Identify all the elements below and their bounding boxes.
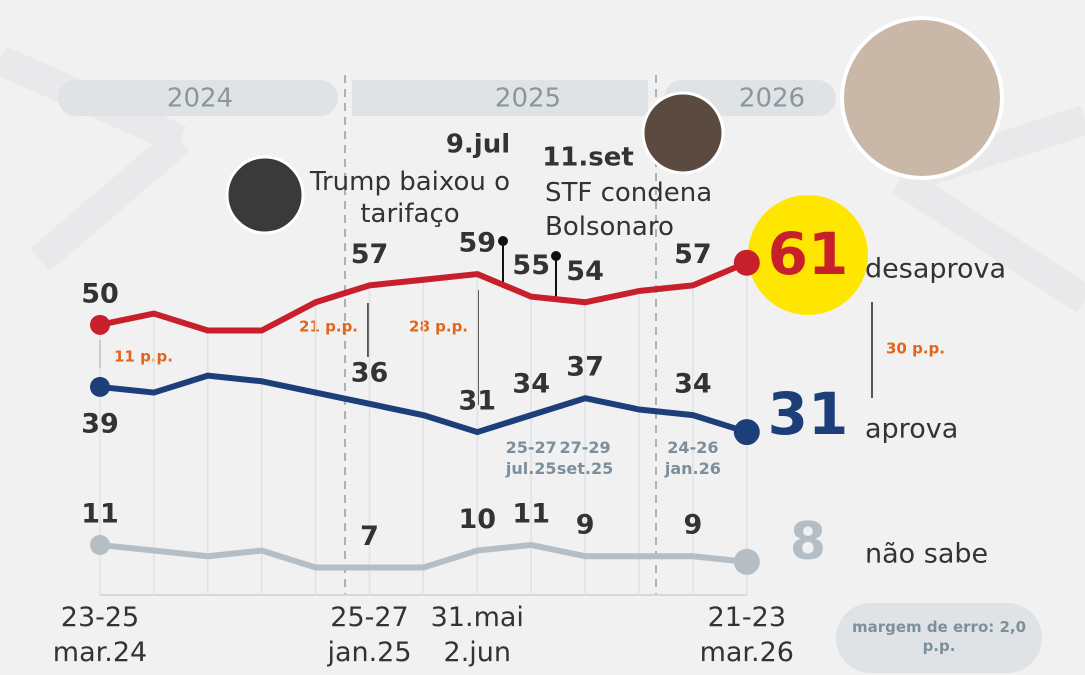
data-label: 57 [351,239,389,270]
end-label: 61 [768,220,849,288]
series-line [99,372,748,436]
data-label: 10 [459,504,497,535]
period-label: 2026 [739,84,805,114]
data-label: 36 [351,357,389,388]
data-label: 31 [459,386,497,417]
event-pin-head [551,251,561,261]
endpoint [90,376,110,397]
data-label: 57 [674,239,712,270]
date-label: 24-26 jan.26 [664,438,721,478]
period-label: 2025 [495,84,561,114]
legend-label: desaprova [865,254,1006,285]
data-label: 39 [81,408,119,439]
x-tick-label: 25-27 jan.25 [327,602,412,668]
data-label: 59 [459,228,497,259]
event-text: STF condena Bolsonaro [545,178,713,242]
x-tick-label: 23-25 mar.24 [52,602,148,668]
series-line [99,541,748,571]
endpoint [733,548,760,575]
endpoint [90,314,110,335]
endpoint [733,249,760,276]
endpoint [90,534,110,555]
note: margem de erro: 2,0 p.p. [851,618,1027,655]
data-label: 55 [512,250,550,281]
data-label: 9 [684,510,703,541]
end-label: 8 [790,512,826,572]
date-label: 25-27 jul.25 [505,438,557,478]
photo [641,91,725,175]
event-pin-head [498,236,508,246]
data-label: 7 [360,521,379,552]
legend-label: aprova [865,414,958,445]
period-label: 2024 [167,84,233,114]
endpoint [733,419,760,446]
data-label: 9 [576,510,595,541]
highlight-circle [748,195,868,315]
x-tick-label: 21-23 mar.26 [699,602,794,668]
photo [225,155,305,235]
event-date: 9.jul [446,130,510,160]
data-label: 50 [81,278,119,309]
gap-label: 21 p.p. [299,318,358,336]
data-label: 37 [566,352,604,383]
event-text: Trump baixou o tarifaço [309,167,511,229]
gap-label: 30 p.p. [886,340,945,358]
period-band [58,80,338,116]
gap-label: 28 p.p. [409,318,468,336]
data-label: 11 [81,498,119,529]
data-label: 34 [512,369,550,400]
data-label: 54 [566,256,604,287]
x-tick-label: 31.mai 2.jun [430,602,524,668]
note-box [836,603,1042,673]
photo [840,16,1004,180]
end-label: 31 [768,380,849,448]
gap-label: 11 p.p. [114,348,173,366]
period-band [352,80,648,116]
data-label: 34 [674,369,712,400]
legend-label: não sabe [865,539,988,570]
data-label: 11 [512,498,550,529]
series-line [99,260,748,334]
event-date: 11.set [542,143,634,173]
date-label: 27-29 set.25 [556,438,614,478]
